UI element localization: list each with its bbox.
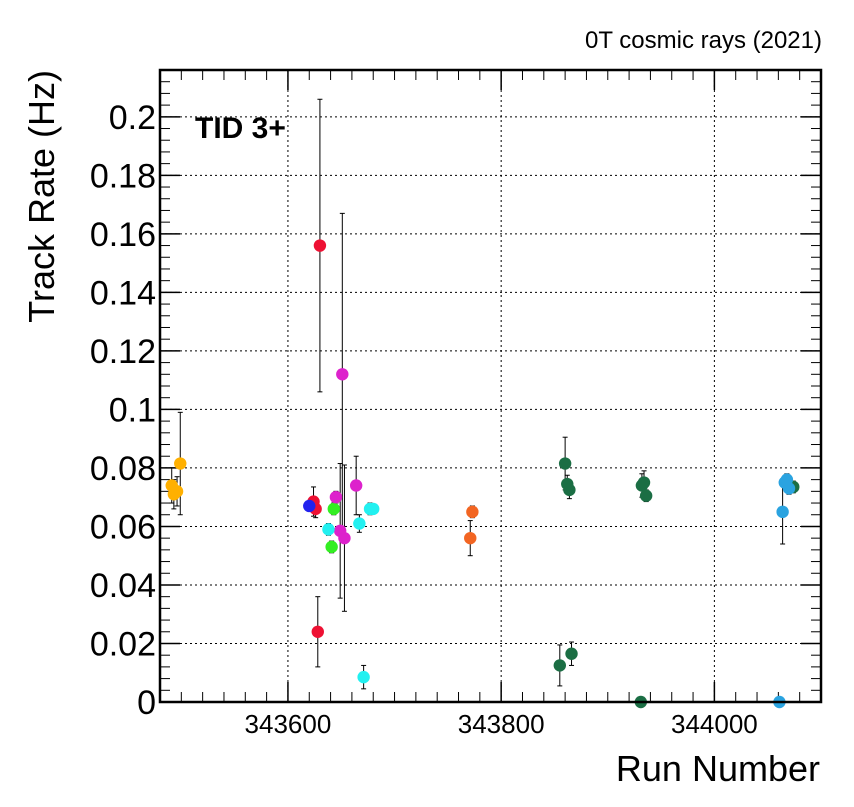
data-point [325, 540, 338, 554]
data-point [174, 457, 187, 470]
data-point [303, 499, 316, 513]
data-point [565, 647, 578, 660]
data-point [322, 523, 335, 536]
grid-lines [160, 70, 821, 702]
data-point [637, 476, 651, 489]
y-tick-label: 0.1 [109, 391, 156, 429]
y-tick-label: 0.2 [109, 99, 156, 137]
y-tick-label: 0.14 [90, 274, 156, 312]
data-points [165, 98, 800, 709]
y-tick-label: 0.18 [90, 157, 156, 195]
plot-frame [158, 68, 823, 704]
data-point [353, 517, 366, 530]
data-point [776, 505, 789, 519]
data-point [327, 502, 340, 516]
y-tick-label: 0.06 [90, 508, 156, 546]
x-tick-label: 343800 [458, 709, 545, 739]
chart-annotation: TID 3+ [195, 112, 286, 145]
data-point [639, 489, 653, 502]
data-point [311, 625, 324, 638]
y-tick-label: 0.12 [90, 333, 156, 371]
y-tick-label: 0.02 [90, 625, 156, 663]
y-tick-label: 0 [137, 684, 156, 722]
y-tick-label: 0.04 [90, 567, 156, 605]
axis-ticks: 0 0.02 0.04 0.06 0.08 0.1 0.12 0.14 0.16 0.18 0.2 3… [90, 70, 821, 739]
data-point [553, 659, 566, 672]
y-tick-label: 0.16 [90, 216, 156, 254]
data-point [558, 457, 572, 470]
x-tick-label: 343600 [245, 709, 332, 739]
data-point [466, 505, 479, 519]
data-point [782, 482, 796, 495]
x-axis-label: Run Number [616, 748, 820, 789]
data-point [367, 502, 380, 516]
chart-title: 0T cosmic rays (2021) [585, 27, 822, 54]
data-point [464, 531, 477, 545]
data-point [338, 531, 351, 545]
data-point [313, 239, 327, 252]
data-point [563, 483, 576, 497]
data-point [170, 485, 184, 498]
data-point [349, 479, 363, 492]
x-tick-label: 344000 [671, 709, 758, 739]
data-point [357, 670, 370, 684]
y-axis-label: Track Rate (Hz) [21, 70, 62, 323]
data-point [329, 490, 343, 504]
y-tick-label: 0.08 [90, 450, 156, 488]
data-point [336, 368, 349, 381]
